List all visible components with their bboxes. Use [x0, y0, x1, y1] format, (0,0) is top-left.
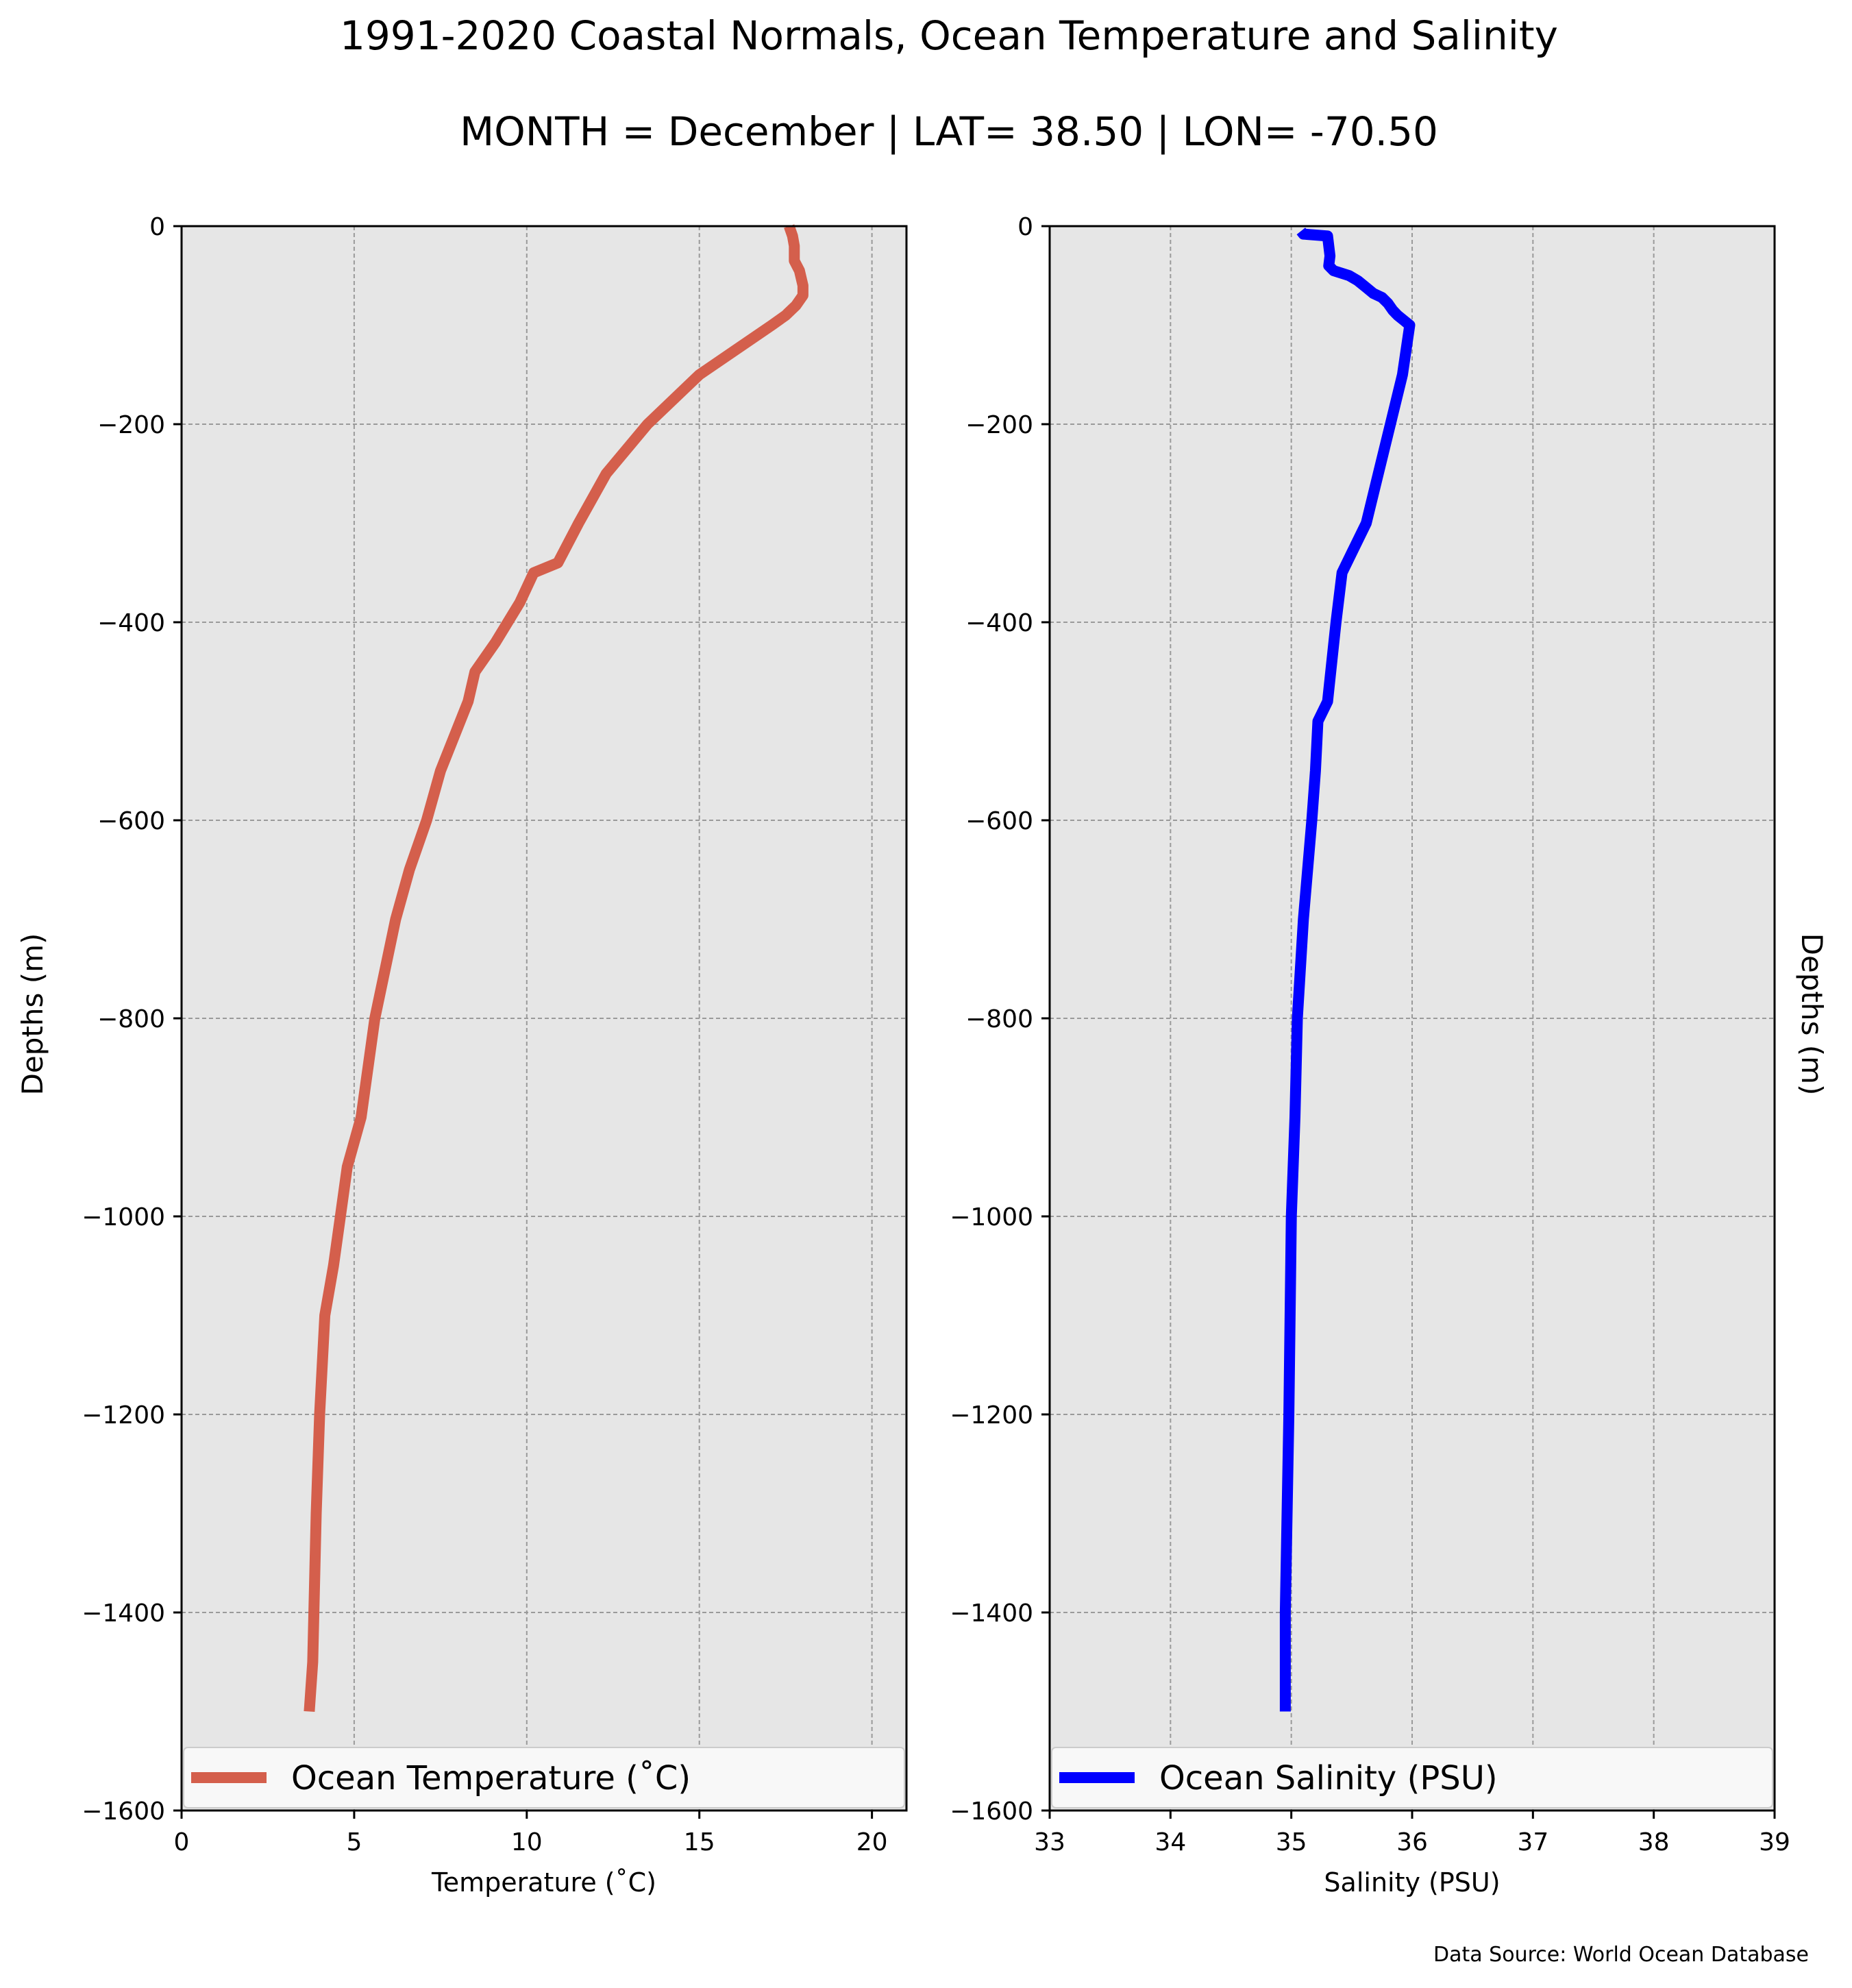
salinity-y-tick-label: −400 [965, 609, 1033, 637]
salinity-x-tick-label: 36 [1396, 1828, 1428, 1856]
salinity-x-tick-label: 37 [1517, 1828, 1548, 1856]
temperature-y-tick-label: −400 [97, 609, 165, 637]
salinity-y-tick-label: −1600 [950, 1797, 1033, 1826]
salinity-y-tick-label: 0 [1017, 213, 1033, 241]
temperature-y-tick-label: −800 [97, 1005, 165, 1033]
salinity-x-tick-label: 33 [1034, 1828, 1065, 1856]
salinity-panel: Ocean Salinity (PSU) 33 34 35 36 37 38 39 0 −200 −… [950, 213, 1790, 1898]
temperature-legend-label: Ocean Temperature (˚C) [291, 1759, 691, 1797]
salinity-y-tick-label: −200 [965, 411, 1033, 439]
chart-title: 1991-2020 Coastal Normals, Ocean Tempera… [340, 12, 1558, 59]
salinity-x-tick-label: 35 [1276, 1828, 1307, 1856]
salinity-series-line [1279, 228, 1416, 1712]
temperature-x-tick-label: 5 [346, 1828, 362, 1856]
salinity-x-tick-label: 34 [1155, 1828, 1186, 1856]
temperature-x-axis-label: Temperature (˚C) [431, 1867, 656, 1898]
salinity-legend [1051, 1747, 1773, 1808]
temperature-legend [183, 1747, 905, 1808]
temperature-y-tick-label: −1600 [82, 1797, 165, 1826]
salinity-legend-label: Ocean Salinity (PSU) [1159, 1759, 1498, 1797]
temperature-y-tick-label: −1200 [82, 1401, 165, 1429]
temperature-y-tick-label: 0 [149, 213, 165, 241]
temperature-y-tick-label: −1400 [82, 1599, 165, 1628]
temperature-y-tick-label: −1000 [82, 1203, 165, 1231]
temperature-x-tick-label: 10 [511, 1828, 543, 1856]
temperature-y-tick-label: −600 [97, 807, 165, 835]
right-ylabel: Depths (m) [1795, 933, 1829, 1096]
temperature-series-line [304, 224, 808, 1713]
temperature-y-tick-label: −200 [97, 411, 165, 439]
salinity-x-axis-label: Salinity (PSU) [1324, 1867, 1500, 1898]
left-ylabel: Depths (m) [16, 933, 49, 1096]
salinity-x-tick-label: 39 [1759, 1828, 1790, 1856]
temperature-x-tick-label: 15 [684, 1828, 715, 1856]
data-source-note: Data Source: World Ocean Database [1433, 1943, 1809, 1967]
chart-subtitle: MONTH = December | LAT= 38.50 | LON= -70… [460, 108, 1438, 155]
salinity-x-tick-label: 38 [1638, 1828, 1670, 1856]
salinity-y-tick-label: −800 [965, 1005, 1033, 1033]
temperature-plot-area [182, 226, 906, 1811]
salinity-y-tick-label: −1000 [950, 1203, 1033, 1231]
salinity-y-tick-label: −1400 [950, 1599, 1033, 1628]
temperature-x-tick-label: 0 [174, 1828, 190, 1856]
salinity-y-tick-label: −1200 [950, 1401, 1033, 1429]
temperature-x-tick-label: 20 [856, 1828, 888, 1856]
temperature-panel: Ocean Temperature (˚C) 0 5 10 15 20 0 −200 −400 −… [82, 213, 908, 1898]
salinity-y-tick-label: −600 [965, 807, 1033, 835]
